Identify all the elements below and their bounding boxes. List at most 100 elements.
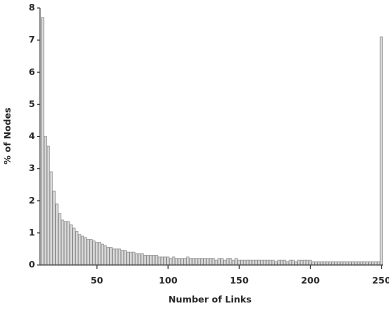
bar bbox=[300, 259, 304, 266]
bar bbox=[180, 258, 184, 266]
x-tick-label: 100 bbox=[159, 277, 178, 287]
bar bbox=[194, 258, 198, 266]
bar bbox=[152, 255, 156, 266]
y-tick-label: 0 bbox=[29, 261, 35, 271]
y-tick-label: 8 bbox=[29, 4, 35, 14]
bar bbox=[132, 251, 136, 266]
bar bbox=[305, 259, 309, 266]
bar bbox=[61, 219, 65, 266]
bar bbox=[135, 253, 139, 266]
bar bbox=[220, 258, 224, 266]
bar bbox=[214, 259, 218, 266]
bar bbox=[98, 242, 102, 266]
bar bbox=[379, 36, 383, 266]
bar bbox=[206, 258, 210, 266]
bar bbox=[72, 227, 76, 266]
bar bbox=[166, 256, 170, 266]
bar bbox=[115, 248, 119, 266]
bar bbox=[271, 259, 275, 266]
bar bbox=[246, 259, 250, 266]
x-tick-label: 50 bbox=[91, 277, 104, 287]
bar bbox=[140, 253, 144, 266]
bar bbox=[154, 255, 159, 266]
bar bbox=[149, 255, 153, 266]
y-tick-label: 3 bbox=[29, 164, 35, 174]
bar bbox=[157, 256, 161, 266]
bar bbox=[251, 259, 255, 266]
y-axis-label: % of Nodes bbox=[4, 107, 14, 164]
bar bbox=[283, 259, 287, 266]
bar bbox=[277, 259, 281, 266]
bar bbox=[172, 256, 176, 266]
bar bbox=[163, 256, 167, 266]
bar bbox=[291, 259, 295, 266]
bar bbox=[66, 221, 70, 266]
bar bbox=[160, 256, 164, 266]
x-axis-label: Number of Links bbox=[168, 296, 251, 306]
bar bbox=[83, 237, 87, 266]
bar bbox=[41, 17, 45, 266]
bar bbox=[308, 259, 312, 266]
x-tick-label: 250 bbox=[372, 277, 389, 287]
bar bbox=[117, 248, 122, 266]
y-tick-label: 1 bbox=[29, 228, 35, 238]
bar bbox=[203, 258, 207, 266]
bar bbox=[197, 258, 201, 266]
y-tick-label: 5 bbox=[29, 100, 35, 110]
x-tick-label: 200 bbox=[301, 277, 320, 287]
x-tick-label: 150 bbox=[230, 277, 249, 287]
bar bbox=[280, 259, 284, 266]
bar bbox=[288, 259, 292, 266]
bar bbox=[177, 258, 181, 266]
bar bbox=[302, 259, 307, 266]
bar bbox=[143, 255, 147, 266]
y-tick-label: 2 bbox=[29, 196, 35, 206]
bar bbox=[95, 242, 99, 266]
bar bbox=[211, 258, 215, 266]
bar bbox=[240, 259, 244, 266]
bar bbox=[43, 136, 48, 266]
bar bbox=[146, 255, 150, 266]
bar bbox=[265, 259, 270, 266]
bar bbox=[243, 259, 247, 266]
bar bbox=[257, 259, 261, 266]
bar bbox=[186, 256, 190, 266]
bar bbox=[231, 259, 235, 266]
bar bbox=[123, 250, 127, 266]
bar bbox=[137, 253, 141, 266]
bar bbox=[58, 213, 62, 266]
y-tick-label: 6 bbox=[29, 68, 35, 78]
bar bbox=[46, 145, 50, 266]
bar bbox=[80, 235, 85, 266]
y-tick-label: 7 bbox=[29, 36, 35, 46]
bar bbox=[260, 259, 264, 266]
bar bbox=[63, 221, 67, 266]
bar bbox=[75, 230, 79, 266]
bar bbox=[89, 239, 93, 266]
bar bbox=[49, 171, 53, 266]
bar bbox=[183, 258, 187, 266]
bar bbox=[254, 259, 258, 266]
bar bbox=[129, 251, 133, 266]
bar bbox=[103, 245, 107, 266]
bar bbox=[237, 259, 241, 266]
y-tick-label: 4 bbox=[29, 132, 35, 142]
bar bbox=[55, 203, 59, 266]
bar bbox=[174, 258, 178, 266]
bar bbox=[297, 259, 301, 266]
bar bbox=[120, 250, 124, 266]
bar bbox=[263, 259, 267, 266]
bar bbox=[223, 259, 227, 266]
bar bbox=[226, 258, 230, 266]
bar bbox=[248, 259, 252, 266]
bar bbox=[112, 248, 116, 266]
bar bbox=[191, 258, 196, 266]
bar bbox=[209, 258, 213, 266]
bar bbox=[100, 243, 104, 266]
bar bbox=[169, 258, 173, 266]
bar bbox=[200, 258, 204, 266]
bar bbox=[52, 190, 56, 266]
bar bbox=[126, 251, 130, 266]
bar bbox=[78, 234, 82, 266]
